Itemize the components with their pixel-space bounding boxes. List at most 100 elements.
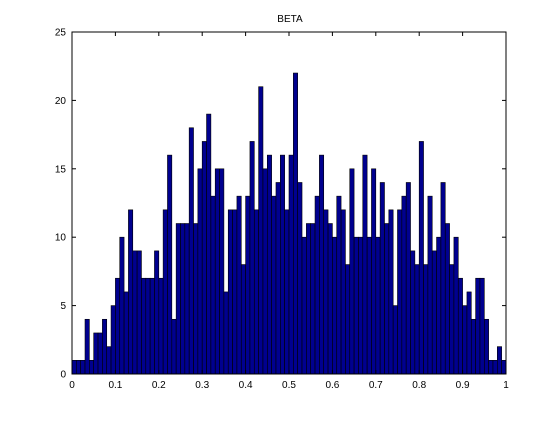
histogram-bar	[201, 141, 207, 375]
histogram-bar	[414, 264, 420, 375]
histogram-bar	[327, 223, 333, 375]
histogram-bar	[167, 154, 173, 375]
y-tick-label: 10	[55, 233, 67, 244]
histogram-bar	[479, 277, 485, 375]
bars	[71, 72, 507, 375]
histogram-bar	[223, 291, 229, 375]
chart-title: BETA	[277, 14, 303, 25]
histogram-bar	[423, 264, 429, 375]
histogram-bar	[262, 168, 268, 375]
histogram-bar	[310, 223, 316, 375]
histogram-bar	[266, 154, 272, 375]
histogram-bar	[184, 223, 190, 375]
histogram-bar	[444, 223, 450, 375]
histogram-bar	[253, 209, 259, 375]
histogram-bar	[453, 236, 459, 375]
histogram-bar	[405, 182, 411, 375]
histogram-bar	[375, 236, 381, 375]
histogram-bar	[388, 209, 394, 375]
x-tick-label: 0	[69, 380, 75, 391]
histogram-bar	[171, 318, 177, 375]
histogram-bar	[353, 236, 359, 375]
histogram-bar	[362, 154, 368, 375]
histogram-bar	[149, 277, 155, 375]
histogram-bar	[106, 346, 112, 375]
histogram-bar	[410, 250, 416, 375]
histogram-bar	[397, 209, 403, 375]
histogram-bar	[462, 305, 468, 375]
x-tick-label: 0.4	[239, 380, 253, 391]
x-axis: 0 0.1 0.2 0.3 0.4 0.5 0.6 0.7 0.8 0.9 1	[69, 32, 509, 391]
histogram-bar	[427, 195, 433, 375]
histogram-bar	[71, 360, 77, 375]
histogram-bar	[418, 141, 424, 375]
histogram-bar	[240, 264, 246, 375]
x-tick-label: 1	[503, 380, 509, 391]
histogram-bar	[358, 236, 364, 375]
x-tick-label: 0.7	[369, 380, 383, 391]
histogram-bar	[440, 182, 446, 375]
histogram-bar	[197, 168, 203, 375]
histogram-bar	[497, 346, 502, 375]
histogram-bar	[110, 305, 116, 375]
histogram-bar	[193, 223, 199, 375]
x-tick-label: 0.3	[195, 380, 209, 391]
histogram-bar	[297, 182, 303, 375]
histogram-bar	[488, 360, 494, 375]
histogram-bar	[232, 209, 238, 375]
histogram-bar	[332, 236, 338, 375]
x-tick-label: 0.8	[412, 380, 426, 391]
histogram-bar	[323, 209, 329, 375]
histogram-bar	[475, 277, 481, 375]
histogram-bar	[457, 277, 463, 375]
y-axis: 0 5 10 15 20 25	[55, 28, 506, 381]
histogram-bar	[271, 195, 277, 375]
histogram-bar	[141, 277, 147, 375]
histogram-bar	[227, 209, 233, 375]
histogram-bar	[366, 236, 372, 375]
histogram-bar	[336, 195, 342, 375]
x-tick-label: 0.6	[325, 380, 339, 391]
y-tick-label: 5	[60, 301, 66, 312]
histogram-bar	[89, 360, 95, 375]
y-tick-label: 25	[55, 28, 67, 39]
histogram-bar	[249, 141, 255, 375]
x-tick-label: 0.5	[282, 380, 296, 391]
histogram-bar	[132, 250, 138, 375]
x-tick-label: 0.9	[456, 380, 470, 391]
histogram-bar	[449, 264, 455, 375]
histogram-bar	[136, 250, 142, 375]
histogram-bar	[492, 360, 498, 375]
histogram-bar	[436, 236, 442, 375]
histogram-bar	[384, 223, 390, 375]
histogram-bar	[293, 72, 298, 375]
histogram-bar	[288, 154, 294, 375]
histogram-bar	[102, 318, 108, 375]
histogram-bar	[314, 195, 320, 375]
histogram-bar	[84, 318, 90, 375]
histogram-bar	[219, 168, 225, 375]
histogram-bar	[210, 195, 216, 375]
histogram-bar	[501, 360, 507, 375]
histogram-bar	[470, 318, 476, 375]
x-tick-label: 0.1	[108, 380, 122, 391]
histogram-bar	[158, 277, 164, 375]
histogram-bar	[175, 223, 181, 375]
histogram-bar	[466, 291, 472, 375]
histogram-bar	[119, 236, 125, 375]
y-tick-label: 20	[55, 96, 67, 107]
histogram-bar	[392, 305, 398, 375]
histogram-bar	[245, 195, 251, 375]
histogram-bar	[97, 332, 103, 375]
histogram-bar	[80, 360, 86, 375]
histogram-bar	[340, 209, 346, 375]
y-tick-label: 0	[60, 370, 66, 381]
histogram-bar	[206, 113, 212, 375]
histogram-bar	[319, 154, 325, 375]
histogram-bar	[345, 264, 351, 375]
histogram-bar	[401, 195, 407, 375]
histogram-bar	[306, 223, 311, 375]
histogram-bar	[280, 154, 285, 375]
histogram-bar	[76, 360, 81, 375]
